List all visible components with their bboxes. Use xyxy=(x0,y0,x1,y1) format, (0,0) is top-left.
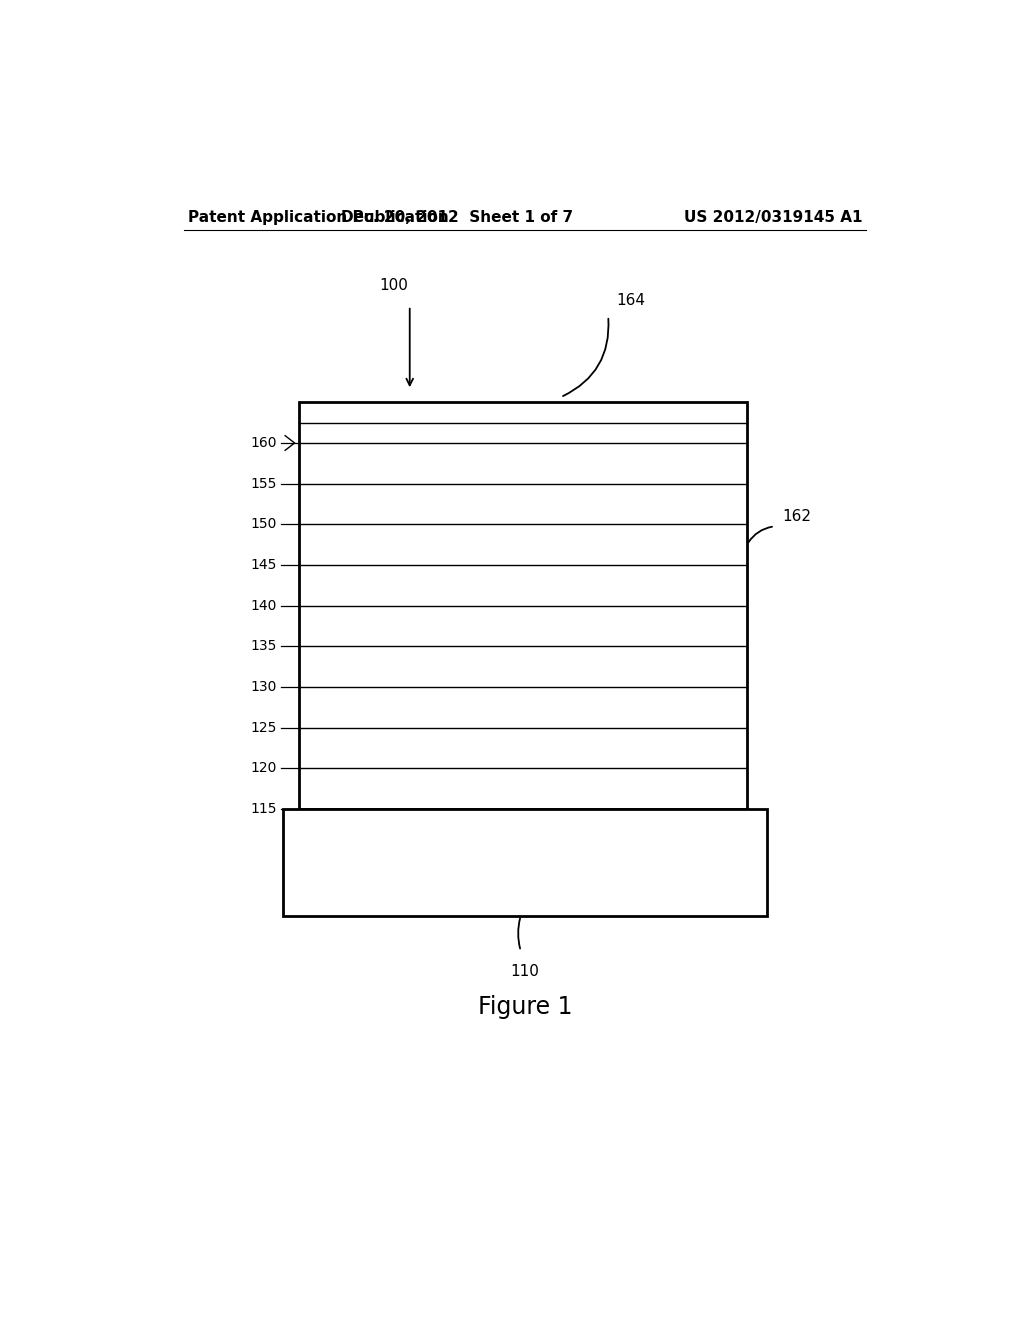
Text: Figure 1: Figure 1 xyxy=(477,995,572,1019)
Text: US 2012/0319145 A1: US 2012/0319145 A1 xyxy=(684,210,862,224)
Text: 115: 115 xyxy=(251,801,278,816)
Text: 110: 110 xyxy=(510,964,540,979)
Text: Dec. 20, 2012  Sheet 1 of 7: Dec. 20, 2012 Sheet 1 of 7 xyxy=(341,210,573,224)
Text: 162: 162 xyxy=(782,508,812,524)
Bar xyxy=(299,403,748,809)
Text: 140: 140 xyxy=(251,598,278,612)
Text: 135: 135 xyxy=(251,639,278,653)
Text: 130: 130 xyxy=(251,680,278,694)
Text: 145: 145 xyxy=(251,558,278,572)
Text: 160: 160 xyxy=(251,436,278,450)
Text: 125: 125 xyxy=(251,721,278,735)
Text: 155: 155 xyxy=(251,477,278,491)
Text: 150: 150 xyxy=(251,517,278,532)
Text: Patent Application Publication: Patent Application Publication xyxy=(187,210,449,224)
Text: 164: 164 xyxy=(616,293,645,308)
Bar xyxy=(283,809,767,916)
Text: 120: 120 xyxy=(251,762,278,775)
Text: 100: 100 xyxy=(380,279,409,293)
